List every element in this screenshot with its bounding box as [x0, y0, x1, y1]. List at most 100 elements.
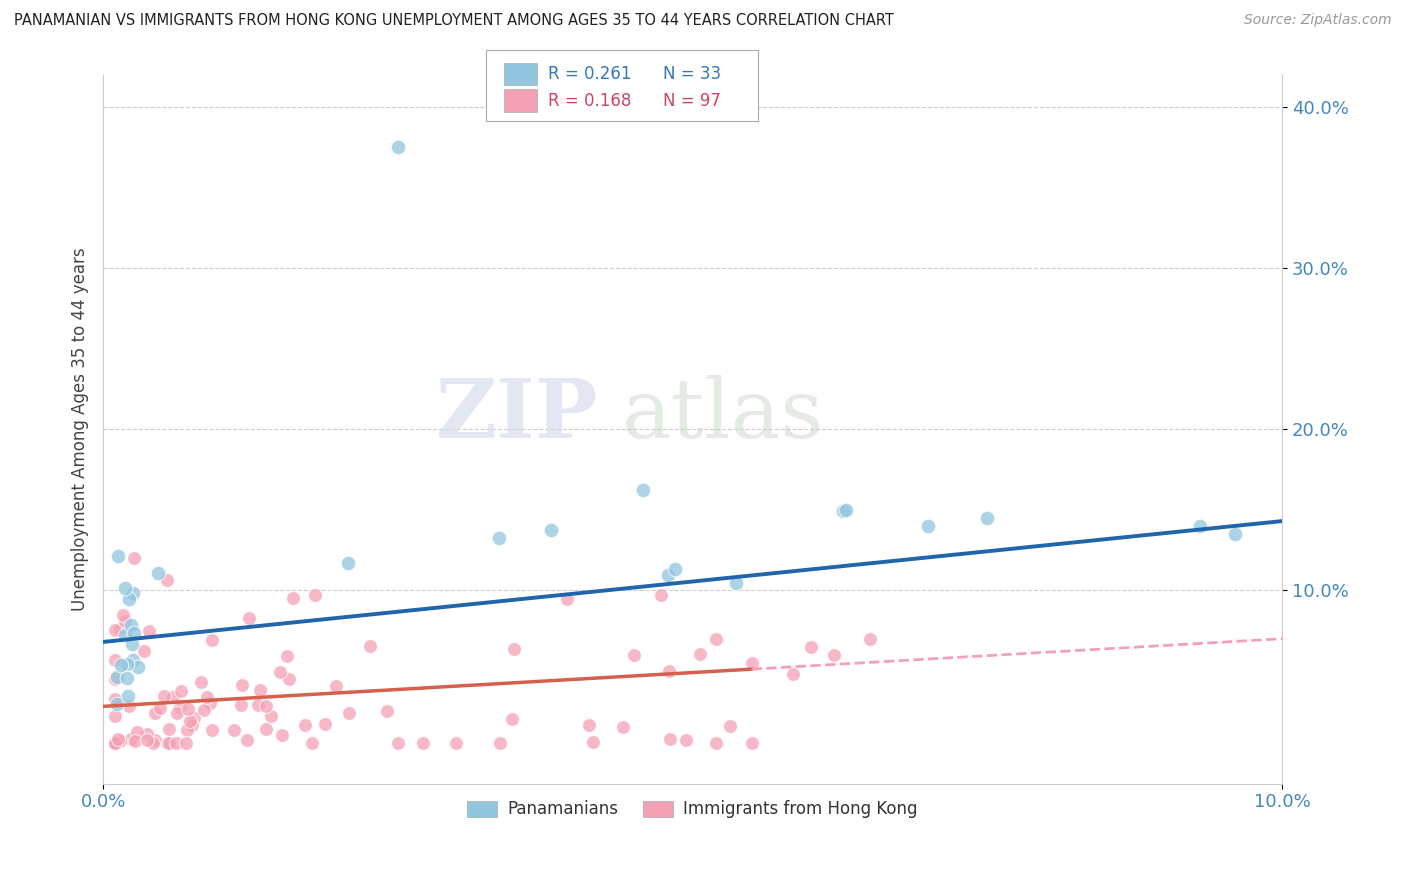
Point	[165, 736, 187, 750]
Point	[117, 689, 139, 703]
Point	[917, 519, 939, 533]
Text: R = 0.168: R = 0.168	[548, 92, 631, 110]
Point	[156, 574, 179, 588]
Point	[121, 637, 143, 651]
Point	[198, 696, 221, 710]
Point	[581, 735, 603, 749]
Point	[195, 690, 218, 704]
Point	[190, 674, 212, 689]
Point	[741, 736, 763, 750]
Point	[156, 736, 179, 750]
Point	[132, 644, 155, 658]
FancyBboxPatch shape	[503, 62, 537, 86]
Point	[612, 720, 634, 734]
Point	[650, 589, 672, 603]
Point	[501, 712, 523, 726]
Point	[359, 639, 381, 653]
Text: N = 97: N = 97	[664, 92, 721, 110]
Point	[166, 706, 188, 721]
Point	[623, 648, 645, 662]
Point	[107, 549, 129, 563]
FancyBboxPatch shape	[503, 89, 537, 112]
Text: Source: ZipAtlas.com: Source: ZipAtlas.com	[1244, 13, 1392, 28]
Point	[114, 615, 136, 629]
Point	[336, 557, 359, 571]
Point	[578, 718, 600, 732]
Point	[157, 736, 180, 750]
Point	[105, 670, 128, 684]
Point	[177, 702, 200, 716]
Point	[325, 679, 347, 693]
Point	[664, 562, 686, 576]
Point	[718, 719, 741, 733]
Point	[115, 671, 138, 685]
FancyBboxPatch shape	[486, 50, 758, 120]
Point	[222, 723, 245, 737]
Point	[107, 731, 129, 746]
Point	[169, 700, 191, 714]
Point	[122, 551, 145, 566]
Point	[193, 703, 215, 717]
Point	[831, 504, 853, 518]
Point	[153, 689, 176, 703]
Y-axis label: Unemployment Among Ages 35 to 44 years: Unemployment Among Ages 35 to 44 years	[72, 247, 89, 611]
Point	[540, 523, 562, 537]
Point	[835, 503, 858, 517]
Point	[183, 711, 205, 725]
Point	[704, 632, 727, 646]
Point	[104, 691, 127, 706]
Point	[314, 717, 336, 731]
Point	[281, 591, 304, 606]
Point	[231, 698, 253, 712]
Point	[254, 698, 277, 713]
Point	[725, 576, 748, 591]
Point	[658, 664, 681, 678]
Point	[104, 709, 127, 723]
Point	[157, 722, 180, 736]
Point	[136, 732, 159, 747]
Point	[122, 653, 145, 667]
Point	[858, 632, 880, 646]
Point	[120, 732, 142, 747]
Point	[176, 723, 198, 737]
Point	[104, 653, 127, 667]
Point	[387, 140, 409, 154]
Point	[658, 731, 681, 746]
Point	[276, 649, 298, 664]
Point	[689, 648, 711, 662]
Text: atlas: atlas	[621, 375, 824, 455]
Point	[180, 718, 202, 732]
Point	[387, 736, 409, 750]
Point	[294, 718, 316, 732]
Point	[823, 648, 845, 662]
Point	[104, 736, 127, 750]
Point	[122, 625, 145, 640]
Point	[115, 657, 138, 671]
Point	[117, 591, 139, 606]
Point	[301, 736, 323, 750]
Point	[110, 658, 132, 673]
Point	[976, 511, 998, 525]
Point	[555, 592, 578, 607]
Point	[657, 567, 679, 582]
Point	[247, 698, 270, 713]
Point	[104, 673, 127, 687]
Point	[800, 640, 823, 654]
Point	[108, 733, 131, 747]
Point	[104, 736, 127, 750]
Point	[138, 624, 160, 638]
Text: PANAMANIAN VS IMMIGRANTS FROM HONG KONG UNEMPLOYMENT AMONG AGES 35 TO 44 YEARS C: PANAMANIAN VS IMMIGRANTS FROM HONG KONG …	[14, 13, 894, 29]
Point	[104, 736, 127, 750]
Point	[269, 665, 291, 680]
Point	[375, 704, 398, 718]
Point	[143, 732, 166, 747]
Text: N = 33: N = 33	[664, 65, 721, 83]
Point	[488, 736, 510, 750]
Legend: Panamanians, Immigrants from Hong Kong: Panamanians, Immigrants from Hong Kong	[461, 794, 925, 825]
Point	[260, 709, 283, 723]
Point	[704, 736, 727, 750]
Point	[105, 698, 128, 712]
Point	[446, 736, 468, 750]
Point	[127, 659, 149, 673]
Point	[488, 531, 510, 545]
